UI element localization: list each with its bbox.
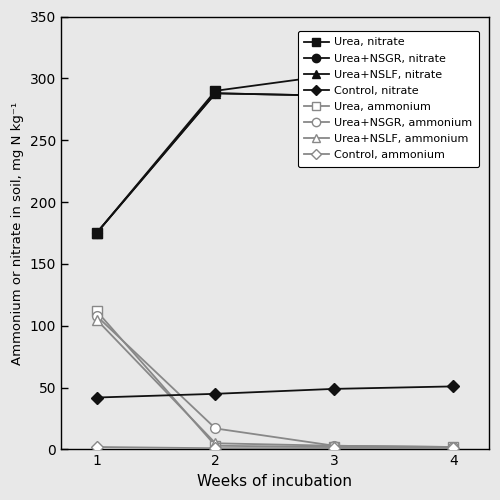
Legend: Urea, nitrate, Urea+NSGR, nitrate, Urea+NSLF, nitrate, Control, nitrate, Urea, a: Urea, nitrate, Urea+NSGR, nitrate, Urea+…	[298, 31, 479, 167]
Y-axis label: Ammonium or nitrate in soil, mg N kg⁻¹: Ammonium or nitrate in soil, mg N kg⁻¹	[11, 102, 24, 364]
X-axis label: Weeks of incubation: Weeks of incubation	[198, 474, 352, 489]
